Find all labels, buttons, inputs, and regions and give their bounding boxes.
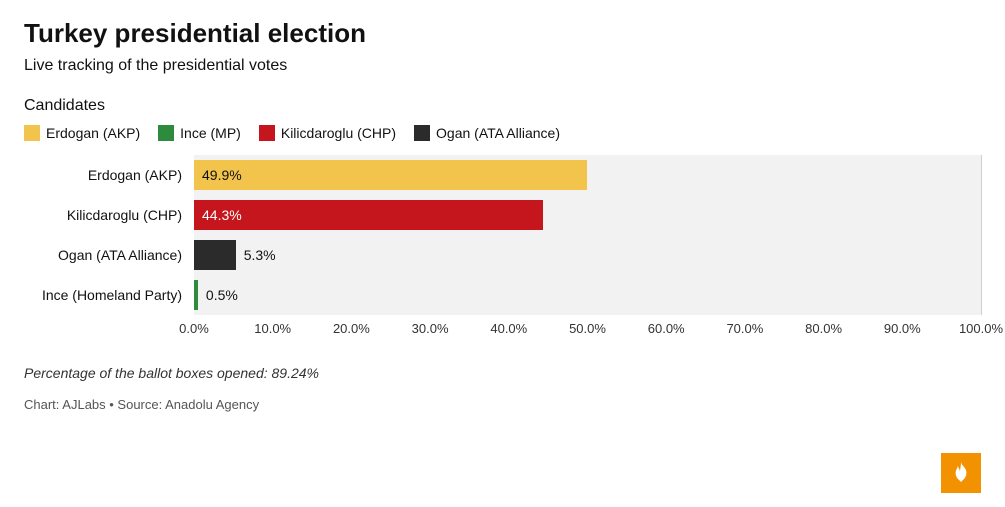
legend-swatch bbox=[24, 125, 40, 141]
x-axis: 0.0%10.0%20.0%30.0%40.0%50.0%60.0%70.0%8… bbox=[194, 321, 981, 347]
x-tick-label: 90.0% bbox=[884, 321, 921, 336]
x-tick-label: 70.0% bbox=[726, 321, 763, 336]
x-tick-label: 10.0% bbox=[254, 321, 291, 336]
x-tick-label: 20.0% bbox=[333, 321, 370, 336]
plot-area: 49.9%44.3%5.3%0.5% 0.0%10.0%20.0%30.0%40… bbox=[194, 155, 981, 347]
bar-chart: Erdogan (AKP)Kilicdaroglu (CHP)Ogan (ATA… bbox=[24, 155, 981, 347]
legend-item: Ogan (ATA Alliance) bbox=[414, 125, 560, 141]
al-jazeera-logo bbox=[941, 453, 981, 493]
bar bbox=[194, 240, 236, 270]
legend-swatch bbox=[259, 125, 275, 141]
bar-track: 44.3% bbox=[194, 195, 981, 235]
chart-title: Turkey presidential election bbox=[24, 18, 981, 49]
flame-icon bbox=[948, 460, 974, 486]
x-tick-label: 80.0% bbox=[805, 321, 842, 336]
x-tick-label: 60.0% bbox=[648, 321, 685, 336]
bar bbox=[194, 200, 543, 230]
credit-line: Chart: AJLabs • Source: Anadolu Agency bbox=[24, 397, 981, 412]
bar-track: 0.5% bbox=[194, 275, 981, 315]
bar bbox=[194, 160, 587, 190]
legend-item: Kilicdaroglu (CHP) bbox=[259, 125, 396, 141]
bar-value-label: 5.3% bbox=[236, 235, 276, 275]
legend-title: Candidates bbox=[24, 97, 981, 115]
x-tick-label: 40.0% bbox=[490, 321, 527, 336]
chart-subtitle: Live tracking of the presidential votes bbox=[24, 57, 981, 75]
legend-label: Erdogan (AKP) bbox=[46, 125, 140, 141]
bar-value-label: 0.5% bbox=[198, 275, 238, 315]
legend-swatch bbox=[414, 125, 430, 141]
y-label: Ince (Homeland Party) bbox=[24, 275, 194, 315]
y-label: Kilicdaroglu (CHP) bbox=[24, 195, 194, 235]
y-label: Ogan (ATA Alliance) bbox=[24, 235, 194, 275]
legend-label: Ogan (ATA Alliance) bbox=[436, 125, 560, 141]
x-tick-label: 0.0% bbox=[179, 321, 209, 336]
y-axis-labels: Erdogan (AKP)Kilicdaroglu (CHP)Ogan (ATA… bbox=[24, 155, 194, 347]
legend-swatch bbox=[158, 125, 174, 141]
bars-container: 49.9%44.3%5.3%0.5% bbox=[194, 155, 981, 315]
x-tick-label: 100.0% bbox=[959, 321, 1003, 336]
bar-track: 49.9% bbox=[194, 155, 981, 195]
legend-item: Erdogan (AKP) bbox=[24, 125, 140, 141]
y-label: Erdogan (AKP) bbox=[24, 155, 194, 195]
x-tick-label: 30.0% bbox=[412, 321, 449, 336]
legend-item: Ince (MP) bbox=[158, 125, 241, 141]
footnote: Percentage of the ballot boxes opened: 8… bbox=[24, 365, 981, 381]
legend-label: Kilicdaroglu (CHP) bbox=[281, 125, 396, 141]
gridline bbox=[981, 155, 982, 315]
legend: Erdogan (AKP) Ince (MP) Kilicdaroglu (CHP)… bbox=[24, 125, 981, 141]
bar-track: 5.3% bbox=[194, 235, 981, 275]
x-tick-label: 50.0% bbox=[569, 321, 606, 336]
bar-value-label: 49.9% bbox=[194, 155, 242, 195]
bar-value-label: 44.3% bbox=[194, 195, 242, 235]
legend-label: Ince (MP) bbox=[180, 125, 241, 141]
